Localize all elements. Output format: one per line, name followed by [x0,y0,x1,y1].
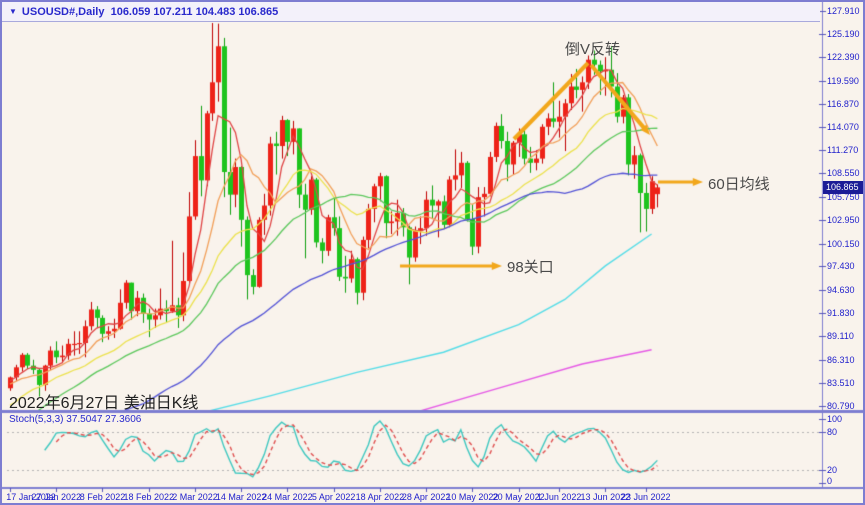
date-tick-label: 20 May 2022 [492,492,545,502]
price-tick-label: 116.870 [827,98,859,109]
current-price-badge: 106.865 [823,181,863,194]
stoch-tick-label: 20 [827,465,838,476]
price-tick-label: 108.550 [827,168,860,179]
date-tick-label: 17 Jan 2022 [6,492,56,502]
stoch-tick-label: 0 [827,476,833,486]
date-tick-label: 2 Mar 2022 [172,492,218,502]
date-tick-label: 28 Apr 2022 [401,492,451,502]
price-tick-label: 91.830 [827,308,855,319]
price-tick-label: 86.310 [827,354,855,365]
date-tick-label: 8 Feb 2022 [79,492,126,502]
chart-title-bar: ▼ USOUSD#,Daily 106.059 107.211 104.483 1… [2,2,820,22]
price-tick-label: 97.430 [827,261,855,272]
price-tick-label: 89.110 [827,331,854,342]
ohlc-values-label: 106.059 107.211 104.483 106.865 [110,6,279,18]
level-98-annotation-label: 98关口 [507,259,554,276]
price-tick-label: 102.950 [827,215,860,226]
collapse-triangle-icon[interactable]: ▼ [9,7,17,16]
price-tick-label: 83.510 [827,378,855,389]
price-tick-label: 114.070 [827,122,859,132]
price-tick-label: 94.630 [827,284,855,295]
price-tick-label: 80.790 [827,400,855,411]
date-tick-label: 14 Mar 2022 [215,492,267,502]
date-tick-label: 18 Apr 2022 [355,492,405,502]
price-tick-label: 119.590 [827,75,859,86]
ma60-annotation-label: 60日均线 [708,176,770,193]
stochastic-indicator-label: Stoch(5,3,3) 37.5047 27.3606 [9,414,142,425]
price-tick-label: 111.270 [827,145,859,156]
price-tick-label: 127.910 [827,6,860,16]
date-tick-label: 23 Jun 2022 [621,492,671,502]
price-tick-label: 105.750 [827,191,860,202]
price-tick-label: 125.190 [827,28,860,39]
date-tick-label: 18 Feb 2022 [123,492,174,502]
stoch-tick-label: 100 [827,414,843,424]
inverted-v-annotation-label: 倒V反转 [565,41,621,58]
date-tick-label: 27 Jan 2022 [31,492,81,502]
date-tick-label: 5 Apr 2022 [311,492,356,502]
date-tick-label: 24 Mar 2022 [262,492,313,502]
stoch-tick-label: 80 [827,426,838,437]
price-tick-label: 122.390 [827,52,860,63]
price-tick-label: 100.150 [827,238,860,249]
chart-caption: 2022年6月27日 美油日K线 [9,395,199,412]
date-tick-label: 1 Jun 2022 [536,492,582,502]
symbol-timeframe-label: USOUSD#,Daily [21,6,105,18]
date-tick-label: 13 Jun 2022 [580,492,631,502]
date-tick-label: 10 May 2022 [446,492,499,502]
